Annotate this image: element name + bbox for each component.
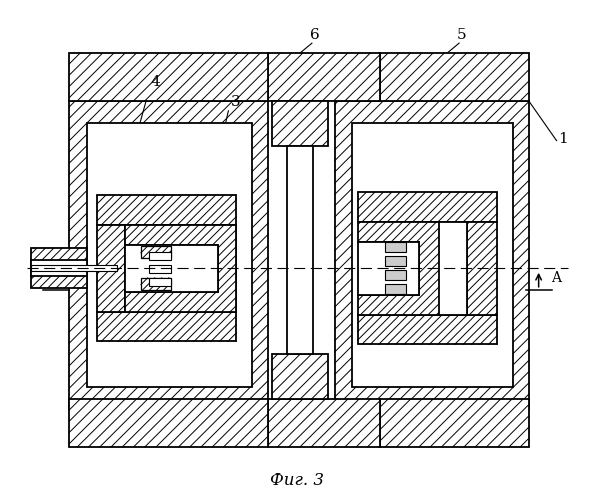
Bar <box>149 278 170 286</box>
Polygon shape <box>125 225 236 312</box>
Text: A: A <box>33 271 42 285</box>
Bar <box>141 246 170 258</box>
Text: Фиг. 3: Фиг. 3 <box>270 472 324 489</box>
Bar <box>352 122 513 387</box>
Polygon shape <box>358 222 439 314</box>
Bar <box>97 312 236 342</box>
Bar <box>268 53 380 101</box>
Bar <box>69 399 268 447</box>
Bar <box>380 53 529 101</box>
Text: A: A <box>552 271 561 285</box>
Bar <box>268 399 380 447</box>
Bar <box>358 314 497 344</box>
Bar <box>31 260 87 276</box>
Bar <box>390 222 467 314</box>
Bar <box>287 146 313 354</box>
Bar <box>141 278 170 290</box>
Text: 6: 6 <box>310 28 320 42</box>
Bar <box>272 101 328 146</box>
Bar <box>335 101 529 409</box>
Bar <box>97 196 236 225</box>
Bar <box>384 284 406 294</box>
Bar <box>125 225 236 312</box>
Bar <box>467 222 497 314</box>
Text: 2: 2 <box>444 184 454 198</box>
Bar <box>384 270 406 280</box>
Text: 3: 3 <box>230 95 240 109</box>
Text: 5: 5 <box>456 28 466 42</box>
Bar <box>125 245 219 292</box>
Bar <box>380 399 529 447</box>
Bar <box>87 122 252 387</box>
Bar <box>69 101 268 409</box>
Bar <box>149 252 170 260</box>
Bar <box>272 354 328 399</box>
Text: 4: 4 <box>151 75 160 89</box>
Bar <box>97 225 125 312</box>
Bar <box>31 248 87 288</box>
Bar <box>69 53 268 101</box>
Bar <box>384 256 406 266</box>
Bar <box>358 242 419 294</box>
Bar <box>384 242 406 252</box>
Bar <box>31 265 117 271</box>
Bar <box>149 265 170 273</box>
Bar <box>358 192 497 222</box>
Text: 1: 1 <box>558 132 567 145</box>
